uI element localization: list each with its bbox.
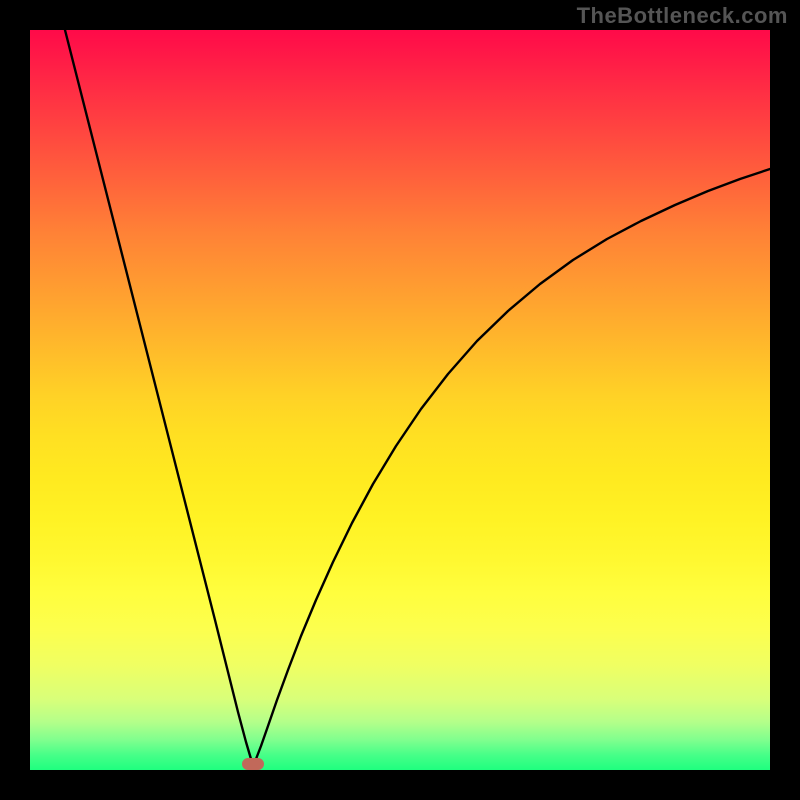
chart-stage: TheBottleneck.com (0, 0, 800, 800)
watermark-text: TheBottleneck.com (577, 3, 788, 29)
plot-background (30, 30, 770, 770)
vertex-marker (242, 758, 264, 770)
bottleneck-chart-svg (0, 0, 800, 800)
